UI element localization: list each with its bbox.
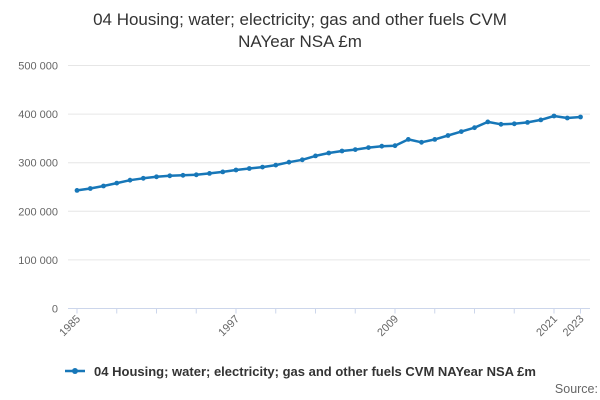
series-marker bbox=[379, 143, 385, 149]
series-marker bbox=[140, 175, 146, 181]
y-tick-label: 200 000 bbox=[18, 206, 58, 218]
series-marker bbox=[485, 119, 491, 125]
series-04-housing[interactable] bbox=[74, 113, 583, 193]
series-marker bbox=[313, 153, 318, 159]
series-marker bbox=[193, 172, 199, 178]
series-marker bbox=[538, 117, 544, 123]
y-tick-label: 0 bbox=[52, 304, 58, 316]
series-marker bbox=[352, 147, 358, 153]
series-marker bbox=[578, 114, 583, 120]
series-marker bbox=[114, 180, 120, 186]
y-tick-label: 400 000 bbox=[18, 109, 58, 121]
series-marker bbox=[286, 159, 292, 165]
x-tick-label: 2009 bbox=[375, 313, 401, 339]
series-marker bbox=[220, 169, 226, 175]
source-label: Source: bbox=[554, 382, 598, 396]
series-marker bbox=[551, 113, 557, 119]
series-marker bbox=[525, 120, 530, 125]
series-marker bbox=[419, 139, 424, 145]
chart-title-line2: NAYear NSA £m bbox=[238, 32, 362, 51]
series-marker bbox=[74, 188, 80, 193]
y-tick-label: 500 000 bbox=[18, 61, 58, 73]
chart-title: 04 Housing; water; electricity; gas and … bbox=[0, 9, 600, 53]
series-marker bbox=[339, 148, 345, 154]
legend-label: 04 Housing; water; electricity; gas and … bbox=[94, 363, 536, 379]
series-marker bbox=[154, 174, 159, 180]
series-marker bbox=[299, 157, 305, 163]
series-marker bbox=[472, 125, 477, 131]
x-tick-label: 2023 bbox=[561, 313, 587, 339]
series-marker bbox=[233, 167, 239, 173]
series-marker bbox=[246, 166, 252, 171]
legend-item[interactable]: 04 Housing; water; electricity; gas and … bbox=[0, 361, 600, 381]
series-marker bbox=[458, 129, 464, 135]
series-marker bbox=[405, 137, 411, 142]
series-marker bbox=[498, 121, 504, 127]
series-marker-icon bbox=[65, 368, 86, 374]
y-tick-label: 300 000 bbox=[18, 158, 58, 170]
series-marker bbox=[127, 177, 133, 183]
series-marker bbox=[366, 145, 371, 151]
series-marker bbox=[326, 150, 332, 156]
series-marker bbox=[101, 183, 106, 189]
series-marker bbox=[87, 186, 93, 191]
series-marker bbox=[392, 143, 398, 149]
series-marker bbox=[432, 137, 438, 142]
y-tick-label: 100 000 bbox=[18, 255, 58, 267]
chart-title-line1: 04 Housing; water; electricity; gas and … bbox=[93, 10, 507, 29]
x-tick-label: 1997 bbox=[216, 313, 242, 339]
x-tick-label: 2021 bbox=[534, 313, 560, 339]
series-marker bbox=[564, 115, 570, 121]
x-tick-label: 1985 bbox=[57, 313, 83, 339]
series-marker bbox=[260, 164, 265, 170]
series-marker bbox=[180, 172, 186, 178]
series-marker bbox=[273, 162, 279, 168]
series-marker bbox=[167, 173, 173, 179]
series-marker bbox=[511, 121, 517, 127]
series-marker bbox=[207, 171, 212, 176]
series-marker bbox=[445, 133, 451, 138]
